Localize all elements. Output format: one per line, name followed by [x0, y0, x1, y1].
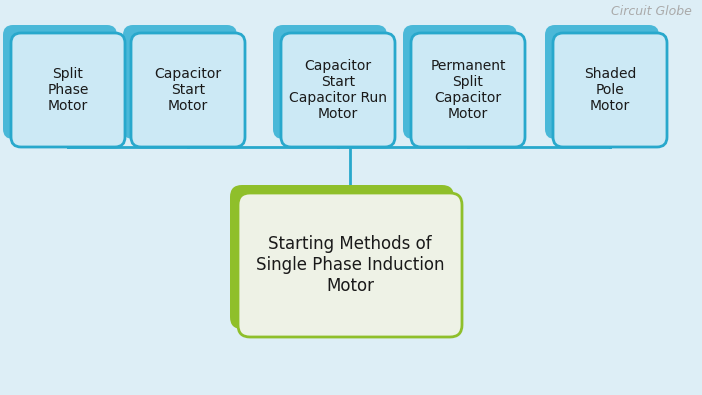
FancyBboxPatch shape — [3, 25, 117, 139]
FancyBboxPatch shape — [230, 185, 454, 329]
FancyBboxPatch shape — [545, 25, 659, 139]
FancyBboxPatch shape — [403, 25, 517, 139]
Text: Capacitor
Start
Motor: Capacitor Start Motor — [154, 67, 222, 113]
FancyBboxPatch shape — [123, 25, 237, 139]
Text: Capacitor
Start
Capacitor Run
Motor: Capacitor Start Capacitor Run Motor — [289, 59, 387, 121]
FancyBboxPatch shape — [273, 25, 387, 139]
Text: Shaded
Pole
Motor: Shaded Pole Motor — [584, 67, 636, 113]
FancyBboxPatch shape — [131, 33, 245, 147]
FancyBboxPatch shape — [11, 33, 125, 147]
Text: Circuit Globe: Circuit Globe — [611, 5, 692, 18]
FancyBboxPatch shape — [411, 33, 525, 147]
Text: Starting Methods of
Single Phase Induction
Motor: Starting Methods of Single Phase Inducti… — [256, 235, 444, 295]
Text: Permanent
Split
Capacitor
Motor: Permanent Split Capacitor Motor — [430, 59, 505, 121]
Text: Split
Phase
Motor: Split Phase Motor — [47, 67, 88, 113]
FancyBboxPatch shape — [281, 33, 395, 147]
FancyBboxPatch shape — [553, 33, 667, 147]
FancyBboxPatch shape — [238, 193, 462, 337]
